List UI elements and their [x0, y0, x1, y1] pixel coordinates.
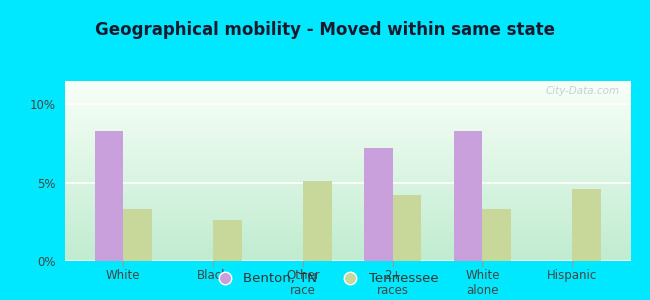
Bar — [95, 131, 124, 261]
Bar — [364, 148, 393, 261]
Text: City-Data.com: City-Data.com — [545, 86, 619, 96]
Bar — [124, 209, 152, 261]
Bar — [454, 131, 482, 261]
Legend: Benton, TN, Tennessee: Benton, TN, Tennessee — [206, 267, 444, 290]
Bar — [303, 181, 332, 261]
Bar — [482, 209, 511, 261]
Bar — [213, 220, 242, 261]
Bar — [572, 189, 601, 261]
Bar — [393, 195, 421, 261]
Text: Geographical mobility - Moved within same state: Geographical mobility - Moved within sam… — [95, 21, 555, 39]
